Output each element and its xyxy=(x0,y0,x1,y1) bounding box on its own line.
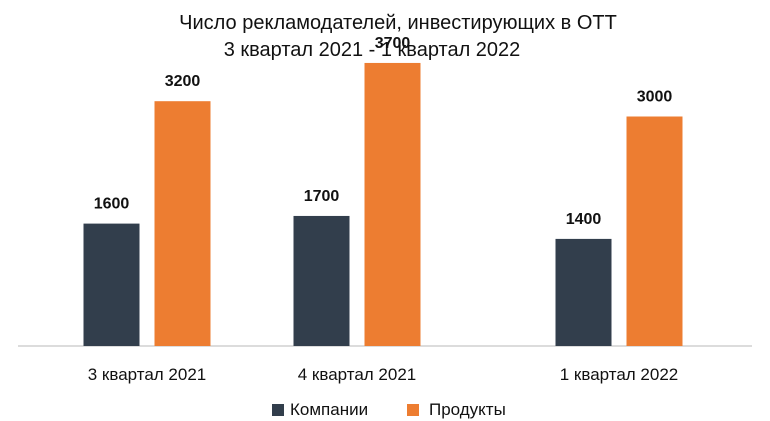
chart-title-line-2: 3 квартал 2021 - 1 квартал 2022 xyxy=(224,39,521,61)
chart-title-line-1: Число рекламодателей, инвестирующих в ОТ… xyxy=(179,12,617,34)
data-label-companies-1: 1700 xyxy=(304,188,340,205)
data-label-products-2: 3000 xyxy=(637,89,673,106)
data-label-products-0: 3200 xyxy=(165,73,201,90)
data-label-products-1: 3700 xyxy=(375,35,411,52)
data-label-companies-2: 1400 xyxy=(566,211,602,228)
category-label-1: 4 квартал 2021 xyxy=(298,365,417,384)
legend-label-products: Продукты xyxy=(429,400,506,419)
category-label-2: 1 квартал 2022 xyxy=(560,365,679,384)
bar-products-0 xyxy=(154,101,211,346)
bar-companies-0 xyxy=(83,223,140,346)
category-label-0: 3 квартал 2021 xyxy=(88,365,207,384)
bar-products-1 xyxy=(364,62,421,346)
plot-area: 1600 3200 3 квартал 2021 1700 3700 4 квартал … xyxy=(18,35,752,384)
legend-swatch-products xyxy=(407,404,419,416)
chart-title: Число рекламодателей, инвестирующих в ОТ… xyxy=(179,12,617,61)
legend-swatch-companies xyxy=(272,404,284,416)
legend: Компании Продукты xyxy=(272,400,506,419)
bar-companies-2 xyxy=(555,238,612,346)
legend-label-companies: Компании xyxy=(290,400,368,419)
data-label-companies-0: 1600 xyxy=(94,196,130,213)
bar-companies-1 xyxy=(293,215,350,346)
bar-products-2 xyxy=(626,116,683,346)
